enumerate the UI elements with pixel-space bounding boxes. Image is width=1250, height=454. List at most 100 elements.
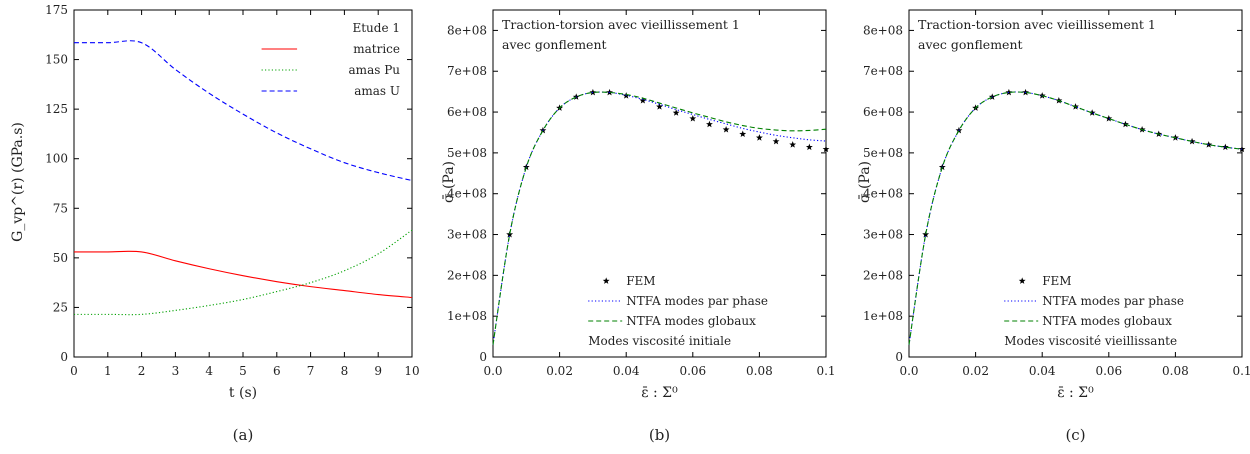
data-point [789, 141, 797, 148]
x-tick-label: 0.1 [816, 364, 835, 378]
legend: FEM NTFA modes par phase NTFA modes globau… [1004, 274, 1184, 348]
x-tick-label: 6 [273, 364, 281, 378]
y-axis-label: σ̄ (Pa) [441, 161, 457, 203]
x-tick-label: 0.08 [746, 364, 773, 378]
y-tick-label: 8e+08 [863, 23, 903, 37]
series-line [73, 229, 413, 316]
y-axis-label: σ̄ (Pa) [857, 161, 873, 203]
y-tick-label: 0 [895, 350, 903, 364]
data-point [689, 114, 697, 122]
series-line [74, 250, 413, 299]
series-line [908, 91, 1243, 345]
x-tick-label: 0.02 [962, 364, 989, 378]
y-tick-label: 6e+08 [863, 105, 903, 119]
legend-swatch [1018, 277, 1026, 284]
x-axis-label: t (s) [229, 385, 257, 401]
data-point [755, 134, 763, 141]
data-point [706, 120, 713, 128]
y-tick-label: 5e+08 [447, 146, 487, 160]
x-tick-label: 0.06 [679, 364, 706, 378]
data-point [722, 126, 730, 133]
series-amas-u [74, 40, 413, 182]
series-ntfa-modes-par-phase [492, 91, 827, 345]
y-tick-label: 2e+08 [447, 268, 487, 282]
legend-label: amas U [354, 84, 400, 98]
x-tick-label: 0.06 [1095, 364, 1122, 378]
series-matrice [74, 250, 413, 299]
data-point [805, 143, 813, 151]
data-point [656, 103, 663, 110]
panel-annotation: Traction-torsion avec vieillissement 1 [502, 17, 740, 32]
series-line [492, 91, 827, 345]
x-tick-label: 5 [239, 364, 247, 378]
x-tick-label: 9 [374, 364, 382, 378]
x-axis-label: ε̄ : Σ⁰ [641, 385, 678, 401]
x-tick-label: 3 [172, 364, 180, 378]
panel-annotation: Traction-torsion avec vieillissement 1 [918, 17, 1156, 32]
legend-title: Etude 1 [352, 21, 400, 35]
panel-caption: (c) [1065, 426, 1085, 444]
series-amas-pu [73, 229, 413, 316]
series-line [74, 40, 413, 182]
x-tick-label: 1 [104, 364, 112, 378]
y-tick-label: 1e+08 [863, 309, 903, 323]
panel-c: 0.0 0.02 0.04 0.06 0.08 0.1 0 1e+08 2e+08 3e+08 4e… [857, 9, 1250, 444]
y-tick-label: 3e+08 [447, 228, 487, 242]
x-tick-label: 0.08 [1162, 364, 1189, 378]
panel-caption: (a) [233, 426, 254, 444]
x-tick-label: 0.1 [1232, 364, 1250, 378]
y-tick-label: 150 [45, 53, 68, 67]
legend-label: FEM [1042, 274, 1071, 288]
plot-frame [908, 9, 1243, 358]
series-ntfa-modes-par-phase [908, 91, 1243, 345]
y-tick-label: 3e+08 [863, 228, 903, 242]
y-tick-label: 100 [45, 152, 68, 166]
series-fem [506, 88, 830, 238]
series-ntfa-modes-globaux [908, 91, 1243, 345]
legend: FEM NTFA modes par phase NTFA modes globau… [588, 274, 768, 348]
y-tick-label: 6e+08 [447, 105, 487, 119]
data-point [1105, 114, 1113, 122]
x-tick-label: 7 [307, 364, 315, 378]
x-tick-label: 0 [70, 364, 78, 378]
y-axis-label: G_vp^(r) (GPa.s) [10, 122, 26, 242]
y-tick-label: 175 [45, 3, 68, 17]
plot-frame [492, 9, 827, 358]
series-fem [922, 88, 1246, 238]
series-ntfa-modes-globaux [492, 91, 827, 345]
y-tick-label: 8e+08 [447, 23, 487, 37]
y-tick-label: 2e+08 [863, 268, 903, 282]
y-tick-label: 25 [53, 300, 68, 314]
y-tick-label: 75 [53, 201, 68, 215]
y-tick-label: 1e+08 [447, 309, 487, 323]
legend-label: NTFA modes par phase [1042, 294, 1184, 308]
legend: Etude 1 matrice amas Pu amas U [261, 21, 400, 98]
x-tick-label: 2 [138, 364, 146, 378]
x-tick-label: 0.04 [1029, 364, 1056, 378]
legend-label: matrice [353, 42, 400, 56]
legend-note: Modes viscosité initiale [588, 334, 731, 348]
x-axis-label: ε̄ : Σ⁰ [1057, 385, 1094, 401]
series-line [492, 91, 827, 345]
data-point [1088, 109, 1096, 116]
panel-annotation: avec gonflement [918, 37, 1023, 52]
series-line [908, 91, 1243, 345]
panel-annotation: avec gonflement [502, 37, 607, 52]
y-tick-label: 0 [60, 350, 68, 364]
y-tick-label: 125 [45, 102, 68, 116]
data-point [639, 97, 647, 104]
data-point [772, 137, 780, 145]
x-tick-label: 0.0 [899, 364, 918, 378]
x-tick-label: 4 [205, 364, 213, 378]
data-point [506, 230, 514, 238]
data-point [922, 230, 930, 238]
x-tick-label: 0.02 [546, 364, 573, 378]
y-tick-label: 50 [53, 251, 68, 265]
y-tick-label: 4e+08 [447, 187, 487, 201]
data-point [739, 130, 747, 138]
legend-label: NTFA modes par phase [626, 294, 768, 308]
x-tick-label: 0.04 [613, 364, 640, 378]
x-tick-label: 10 [404, 364, 419, 378]
legend-label: NTFA modes globaux [626, 314, 756, 328]
